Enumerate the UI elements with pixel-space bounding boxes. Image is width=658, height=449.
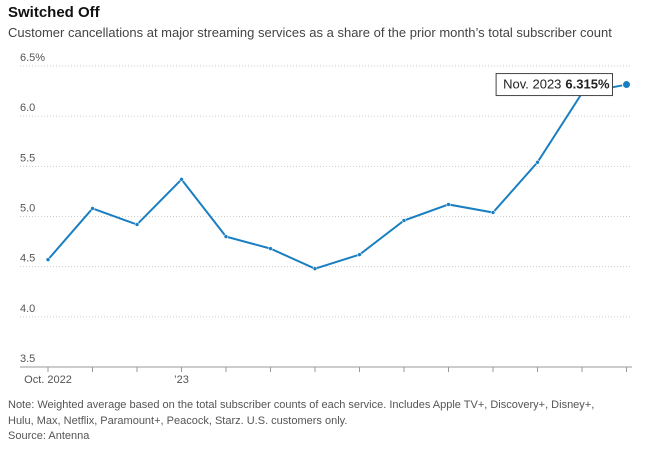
y-tick-label: 6.0 (20, 102, 35, 114)
y-tick-label: 3.5 (20, 353, 35, 365)
chart: 3.5 4.0 4.5 5.0 5.5 6.0 6.5% Oct. 2022 ’23 Nov. 2… (20, 52, 632, 386)
point (179, 177, 184, 182)
source: Source: Antenna (8, 430, 90, 442)
y-tick-label: 4.5 (20, 253, 35, 265)
annotation-text: Nov. 2023 6.315% (503, 77, 610, 92)
point (90, 206, 95, 211)
note: Note: Weighted average based on the tota… (8, 399, 595, 427)
point (357, 252, 362, 257)
point (535, 160, 540, 165)
chart-title: Switched Off (8, 4, 100, 21)
annotation-label: Nov. 2023 (503, 77, 561, 92)
point (446, 202, 451, 207)
x-tick-label: ’23 (174, 374, 189, 386)
point (45, 257, 51, 262)
annotation-box (495, 73, 613, 97)
annotation: Nov. 2023 6.315% (495, 73, 613, 97)
y-tick-label: 4.0 (20, 303, 35, 315)
point (490, 210, 496, 215)
notes: Note: Weighted average based on the tota… (8, 398, 618, 445)
y-tick-label: 5.0 (20, 203, 35, 215)
value-label: 6.315% (565, 77, 610, 92)
chart-subtitle: Customer cancellations at major streamin… (8, 25, 612, 40)
point (223, 234, 229, 239)
point (312, 266, 318, 271)
line (47, 83, 627, 270)
y-tick-label: 5.5 (20, 152, 35, 164)
y-tick-label: 6.5% (20, 52, 45, 64)
point (268, 246, 273, 251)
point (622, 80, 631, 90)
point (401, 218, 407, 223)
x-tick-label: Oct. 2022 (24, 374, 72, 386)
point (134, 222, 140, 227)
